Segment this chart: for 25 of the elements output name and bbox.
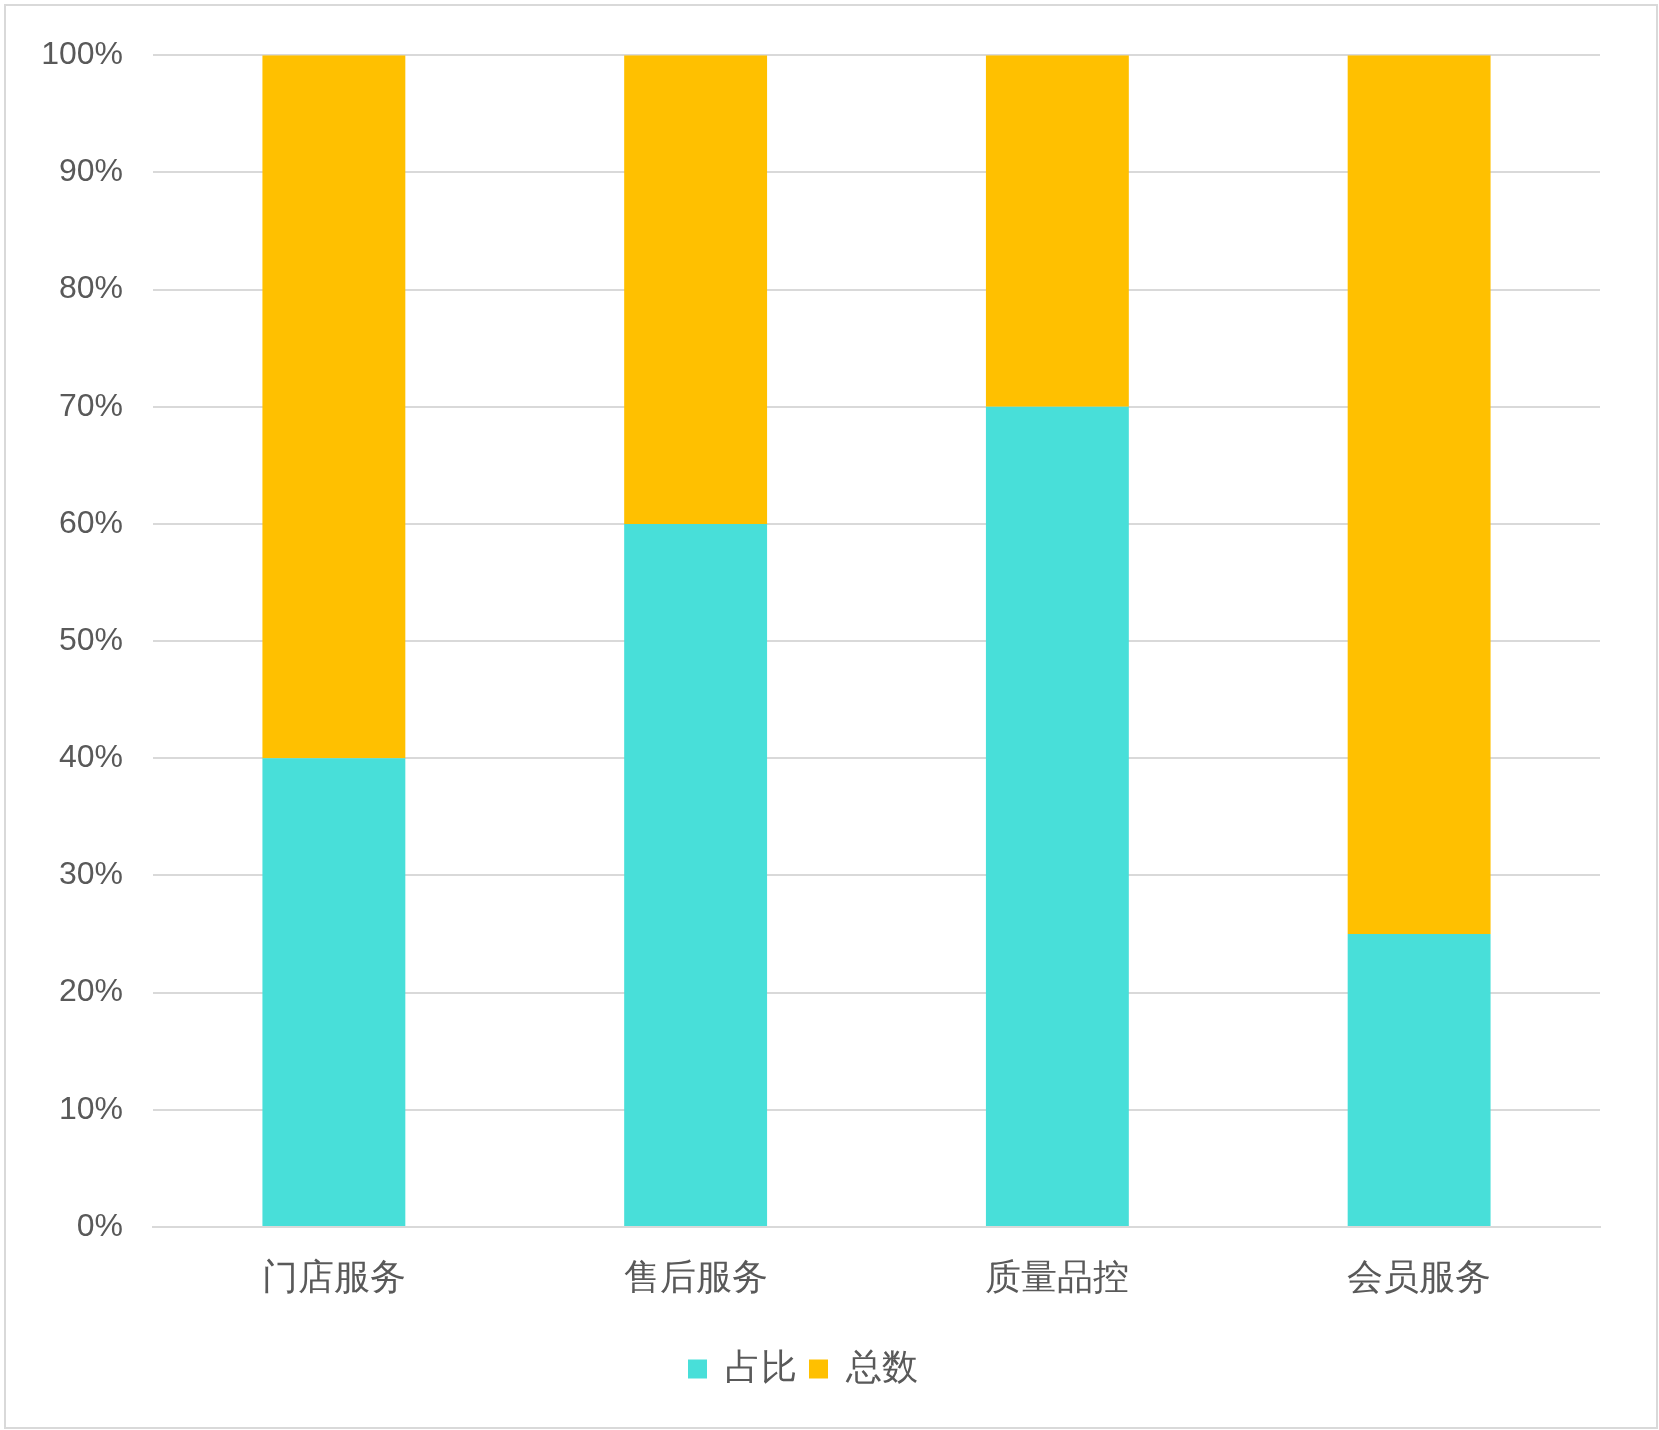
bar [985,406,1129,1226]
y-tick-label: 30% [58,855,123,892]
y-tick-label: 90% [58,152,123,189]
x-tick-label: 售后服务 [623,1255,768,1297]
y-tick-label: 70% [58,386,123,423]
y-tick-label: 10% [58,1089,123,1126]
y-tick-label: 80% [58,269,123,306]
bar [262,758,406,1226]
bar [985,55,1129,407]
bar [262,55,406,759]
y-tick-label: 20% [58,972,123,1009]
x-tick-label: 门店服务 [261,1255,406,1297]
y-tick-label: 0% [76,1206,123,1243]
legend-label: 占比 [725,1345,797,1387]
legend-label: 总数 [845,1345,918,1387]
bar [624,55,768,524]
y-tick-label: 50% [58,620,123,657]
y-tick-label: 100% [41,35,123,72]
x-tick-label: 质量品控 [985,1255,1130,1297]
x-tick-label: 会员服务 [1347,1255,1492,1297]
bar [1347,934,1491,1226]
bar [1347,55,1491,935]
y-tick-label: 60% [58,503,123,540]
y-tick-label: 40% [58,738,123,775]
bar [624,523,768,1226]
